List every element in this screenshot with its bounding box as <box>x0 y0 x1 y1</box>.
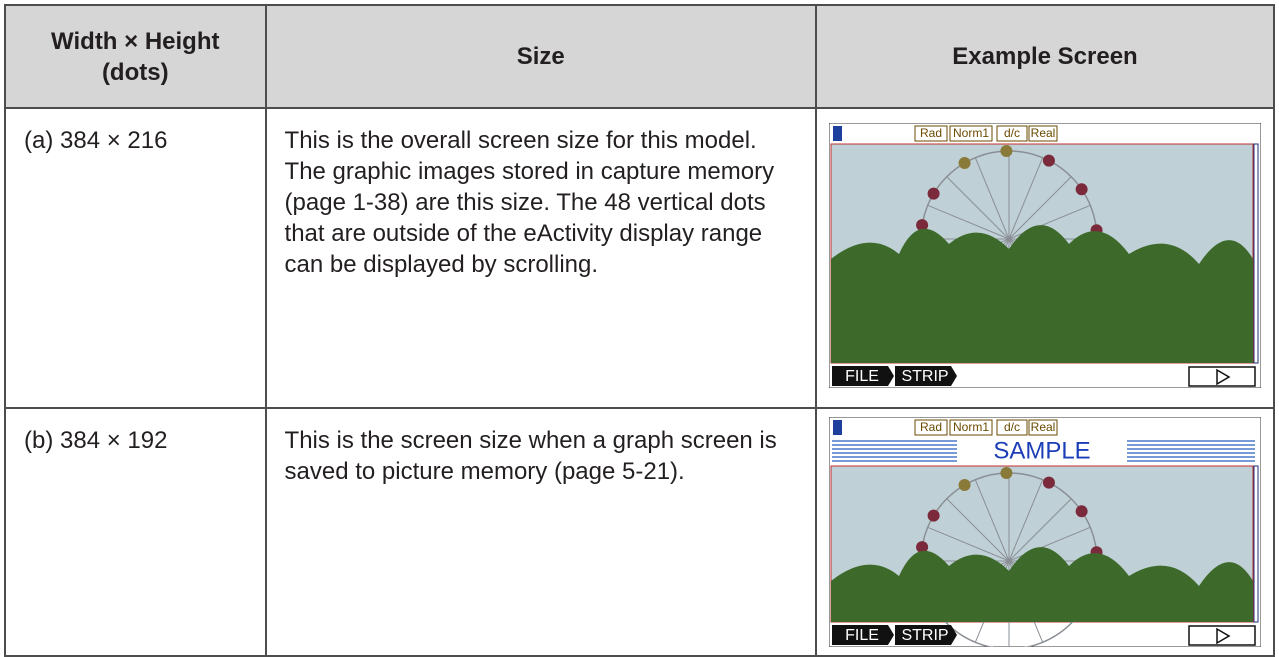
gondola <box>958 479 971 492</box>
example-screen: Rad Norm1 d/c Real FILE STRIP <box>828 122 1262 389</box>
battery-icon <box>833 126 842 141</box>
wheel-spoke <box>946 498 1010 562</box>
gondola <box>1042 154 1055 167</box>
gondola <box>1075 183 1088 196</box>
gondola <box>958 157 971 170</box>
screen-cell: Rad Norm1 d/c Real SAMPLE FILE STRIP <box>815 407 1275 657</box>
gondola <box>916 541 929 554</box>
status-label: Real <box>1031 420 1056 434</box>
battery-icon <box>833 420 842 435</box>
trees <box>831 547 1253 622</box>
dims-cell: (a) 384 × 216 <box>4 107 267 409</box>
status-box <box>914 125 948 142</box>
softkey-label: STRIP <box>901 627 948 644</box>
wheel-spoke <box>946 176 1010 240</box>
softkey-tab <box>895 366 957 386</box>
softkey-tab <box>832 625 894 645</box>
gondola <box>927 187 940 200</box>
gondola <box>1000 467 1013 480</box>
table-row: (b) 384 × 192 This is the screen size wh… <box>4 407 1275 657</box>
status-label: Real <box>1031 126 1056 140</box>
status-box <box>996 125 1028 142</box>
status-box <box>1028 125 1058 142</box>
example-screen: Rad Norm1 d/c Real SAMPLE FILE STRIP <box>828 416 1262 650</box>
softkey-tab <box>895 625 957 645</box>
scrollbar <box>1253 143 1259 364</box>
status-label: d/c <box>1004 420 1020 434</box>
softkey-label: FILE <box>845 627 879 644</box>
more-key <box>1188 625 1256 646</box>
title-bg <box>957 437 1127 465</box>
status-box <box>949 419 993 436</box>
wheel-spoke <box>974 479 1010 562</box>
size-cell: This is the screen size when a graph scr… <box>264 407 818 657</box>
status-box <box>949 125 993 142</box>
header-row: Width × Height (dots) Size Example Scree… <box>4 4 1275 109</box>
header-text: Width × Height <box>51 27 220 55</box>
softkey-label: STRIP <box>901 368 948 385</box>
wheel-spoke <box>1008 176 1072 240</box>
status-box <box>1028 419 1058 436</box>
status-box <box>914 419 948 436</box>
status-label: Norm1 <box>953 126 989 140</box>
header-text: (dots) <box>101 58 169 86</box>
wheel-spoke <box>927 204 1010 240</box>
gondola <box>1075 505 1088 518</box>
header-cell: Width × Height (dots) <box>4 4 267 109</box>
more-arrow <box>1216 627 1231 645</box>
wheel-spoke <box>927 526 1010 562</box>
wheel-spoke <box>1008 498 1072 562</box>
gondola <box>916 219 929 232</box>
trees <box>831 225 1253 363</box>
more-key <box>1188 366 1256 387</box>
status-label: Rad <box>920 126 942 140</box>
status-label: Norm1 <box>953 420 989 434</box>
screen-cell: Rad Norm1 d/c Real FILE STRIP <box>815 107 1275 409</box>
header-cell: Size <box>264 4 818 109</box>
size-cell: This is the overall screen size for this… <box>264 107 818 409</box>
softkey-tab <box>832 366 894 386</box>
screen-title: SAMPLE <box>993 437 1090 464</box>
status-label: d/c <box>1004 126 1020 140</box>
wheel-spoke <box>1008 479 1044 562</box>
more-arrow <box>1216 368 1231 386</box>
gondola <box>1000 145 1013 158</box>
gondola <box>1042 476 1055 489</box>
dots-table: Width × Height (dots) Size Example Scree… <box>4 4 1275 657</box>
wheel-spoke <box>974 157 1010 240</box>
status-label: Rad <box>920 420 942 434</box>
softkey-label: FILE <box>845 368 879 385</box>
scrollbar <box>1253 465 1259 623</box>
status-box <box>996 419 1028 436</box>
dims-cell: (b) 384 × 192 <box>4 407 267 657</box>
wheel-spoke <box>1008 157 1044 240</box>
header-cell: Example Screen <box>815 4 1275 109</box>
table-row: (a) 384 × 216 This is the overall screen… <box>4 107 1275 409</box>
gondola <box>927 509 940 522</box>
